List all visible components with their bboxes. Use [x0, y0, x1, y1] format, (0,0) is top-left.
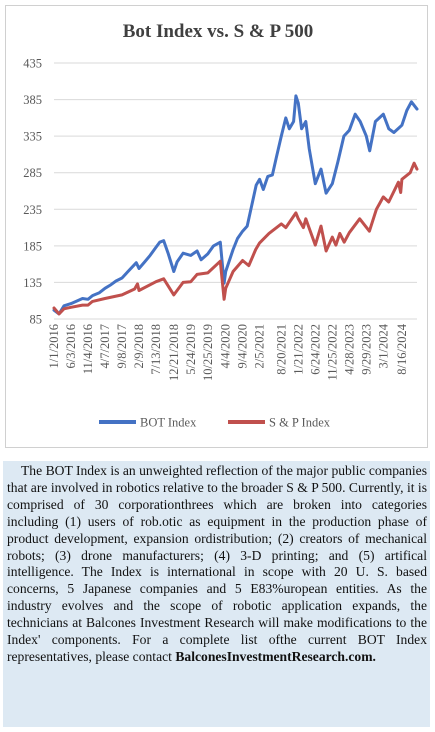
series-line-bot-index [52, 94, 419, 316]
gridlines [54, 62, 417, 320]
y-tick-label: 335 [23, 130, 42, 144]
chart-title: Bot Index vs. S & P 500 [123, 21, 314, 42]
x-tick-label: 4/7/2017 [98, 324, 112, 368]
x-tick-label: 4/28/2023 [342, 324, 356, 375]
x-tick-label: 9/8/2017 [115, 324, 129, 368]
y-tick-label: 85 [30, 313, 43, 327]
x-tick-label: 9/29/2023 [359, 324, 373, 375]
x-tick-label: 2/9/2018 [132, 324, 146, 368]
x-tick-label: 4/4/2020 [219, 324, 233, 368]
description-text: The BOT Index is an unweighted reflectio… [7, 463, 427, 664]
series-line-sp-index [52, 161, 419, 316]
x-tick-label: 1/21/2022 [291, 324, 305, 375]
legend-label: S & P Index [269, 416, 331, 430]
y-axis-ticks: 85 135 185 235 285 335 385 435 [23, 57, 42, 327]
legend: BOT Index S & P Index [99, 416, 331, 430]
x-tick-label: 10/25/2019 [201, 324, 215, 381]
x-tick-label: 8/16/2024 [395, 323, 409, 374]
bot-vs-sp-chart: Bot Index vs. S & P 500 85 135 185 235 285 33… [23, 21, 419, 430]
x-tick-label: 6/24/2022 [308, 324, 322, 375]
y-tick-label: 185 [23, 239, 42, 253]
x-tick-label: 8/20/2021 [274, 324, 288, 375]
x-tick-label: 7/13/2018 [149, 324, 163, 375]
x-tick-label: 1/1/2016 [47, 324, 61, 368]
x-tick-label: 11/25/2022 [325, 324, 339, 380]
y-tick-label: 385 [23, 93, 42, 107]
x-tick-label: 3/1/2024 [376, 323, 390, 368]
series-lines [52, 94, 419, 316]
x-tick-label: 2/5/2021 [253, 324, 267, 368]
x-axis-ticks: 1/1/2016 6/3/2016 11/4/2016 4/7/2017 9/8/201… [47, 323, 409, 381]
chart-panel: Bot Index vs. S & P 500 85 135 185 235 285 33… [5, 5, 428, 448]
y-tick-label: 235 [23, 203, 42, 217]
x-tick-label: 11/4/2016 [81, 324, 95, 374]
x-tick-label: 6/3/2016 [64, 324, 78, 368]
contact-link[interactable]: BalconesInvestmentResearch.com. [175, 648, 376, 664]
legend-label: BOT Index [140, 416, 197, 430]
y-tick-label: 135 [23, 276, 42, 290]
y-tick-label: 285 [23, 166, 42, 180]
x-tick-label: 9/4/2020 [236, 324, 250, 368]
x-tick-label: 12/21/2018 [167, 324, 181, 381]
x-tick-label: 5/24/2019 [184, 324, 198, 375]
description-panel: The BOT Index is an unweighted reflectio… [3, 461, 430, 727]
y-tick-label: 435 [23, 57, 42, 71]
